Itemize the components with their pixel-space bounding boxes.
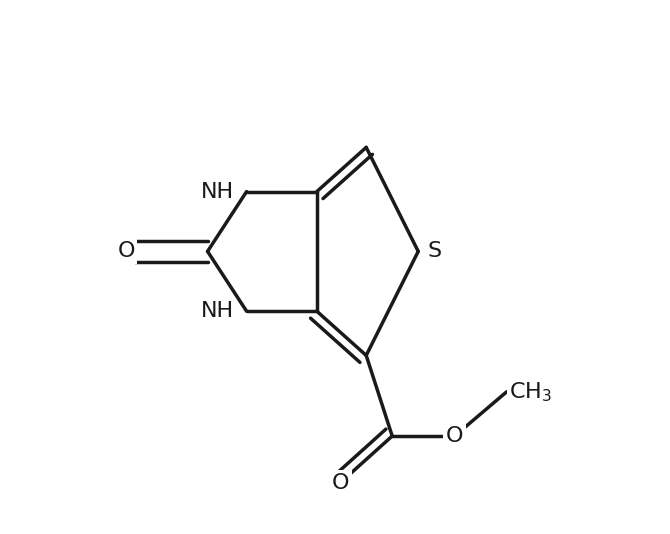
Text: S: S xyxy=(427,241,442,262)
Text: O: O xyxy=(446,426,464,446)
Text: CH$_3$: CH$_3$ xyxy=(509,380,552,404)
Text: NH: NH xyxy=(200,182,234,201)
Text: NH: NH xyxy=(200,301,234,321)
Text: O: O xyxy=(117,241,135,262)
Text: O: O xyxy=(332,473,349,493)
